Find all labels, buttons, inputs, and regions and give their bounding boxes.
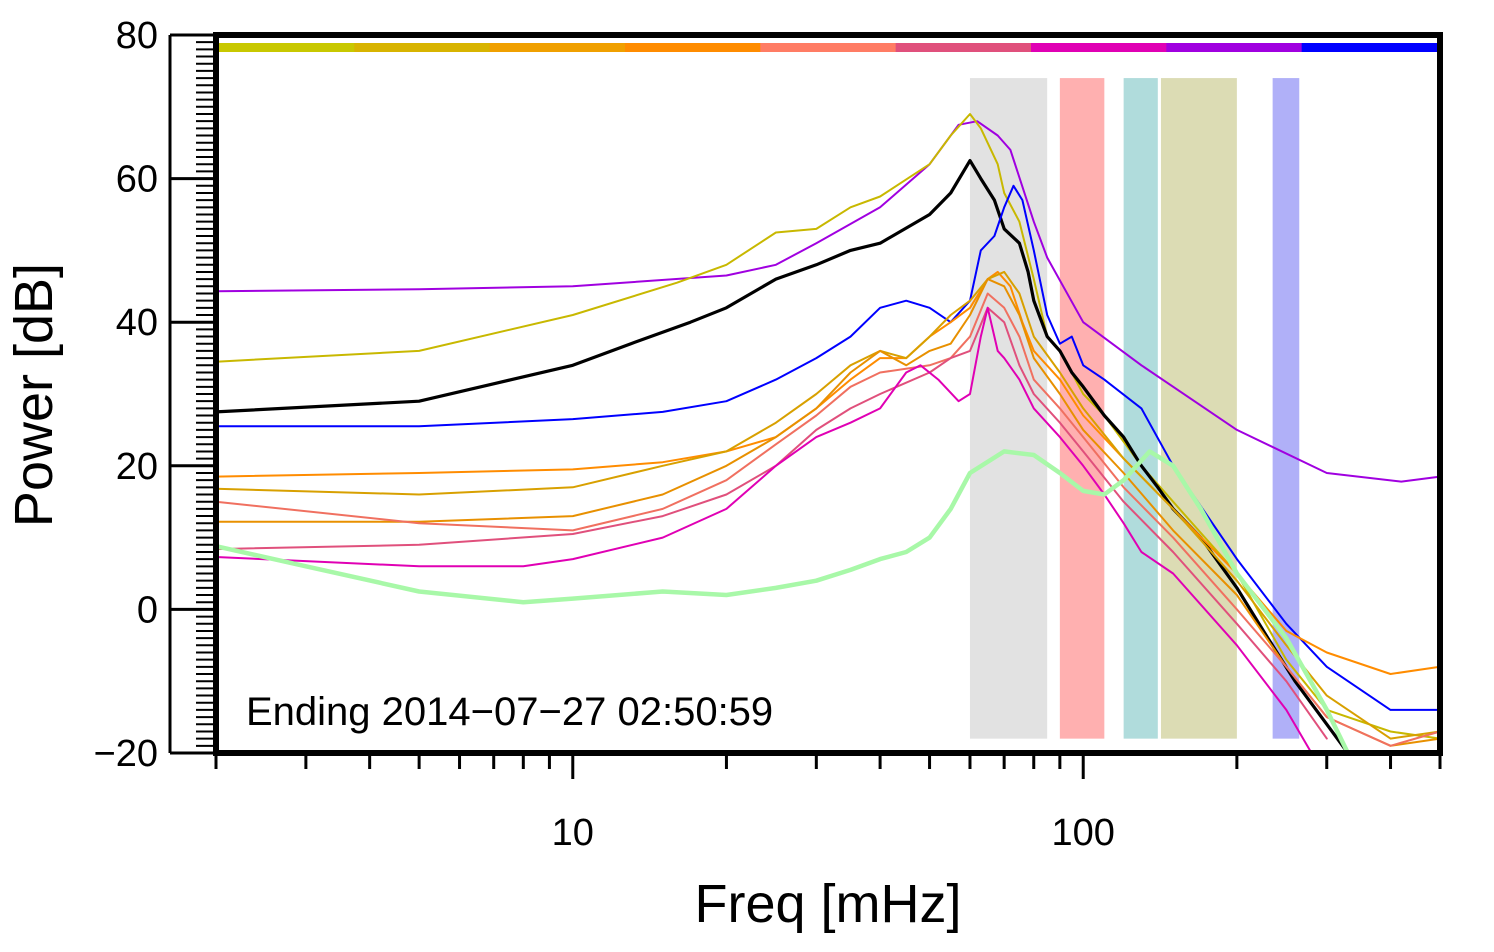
band-3: [1160, 78, 1237, 739]
series-line-rose: [215, 306, 1328, 740]
x-axis-label: Freq [mHz]: [694, 874, 961, 934]
color-bar-segment-0: [219, 43, 355, 52]
series-line-light-green: [213, 449, 1351, 756]
y-tick-label: 20: [116, 446, 158, 488]
series-line-violet: [215, 120, 1441, 483]
ending-timestamp-annotation: Ending 2014−07−27 02:50:59: [246, 690, 773, 734]
spectrum-series: [213, 113, 1441, 756]
series-line-salmon: [215, 292, 1441, 747]
color-bar-segment-5: [895, 43, 1032, 52]
series-line-magenta: [215, 306, 1313, 754]
y-axis: 80 60 40 20 0 −20: [94, 15, 216, 775]
series-line-yellow-green: [215, 113, 1441, 740]
y-tick-label: 40: [116, 302, 158, 344]
y-tick-label: 60: [116, 159, 158, 201]
top-color-bar: [219, 43, 1438, 52]
color-bar-segment-1: [354, 43, 491, 52]
y-tick-label: 80: [116, 15, 158, 57]
series-line-gold: [215, 270, 1441, 740]
x-tick-label: 100: [1052, 812, 1115, 854]
color-bar-segment-3: [625, 43, 761, 52]
y-tick-label: −20: [94, 733, 158, 775]
x-tick-label: 10: [552, 812, 594, 854]
series-line-orange: [215, 270, 1441, 675]
color-bar-segment-6: [1031, 43, 1167, 52]
x-axis: 10 100: [214, 751, 1442, 854]
color-bar-segment-7: [1166, 43, 1303, 52]
y-axis-label: Power [dB]: [4, 263, 64, 527]
color-bar-segment-4: [760, 43, 897, 52]
color-bar-segment-8: [1301, 43, 1438, 52]
y-tick-label: 0: [137, 589, 158, 631]
color-bar-segment-2: [489, 43, 626, 52]
series-line-amber: [215, 278, 1441, 747]
